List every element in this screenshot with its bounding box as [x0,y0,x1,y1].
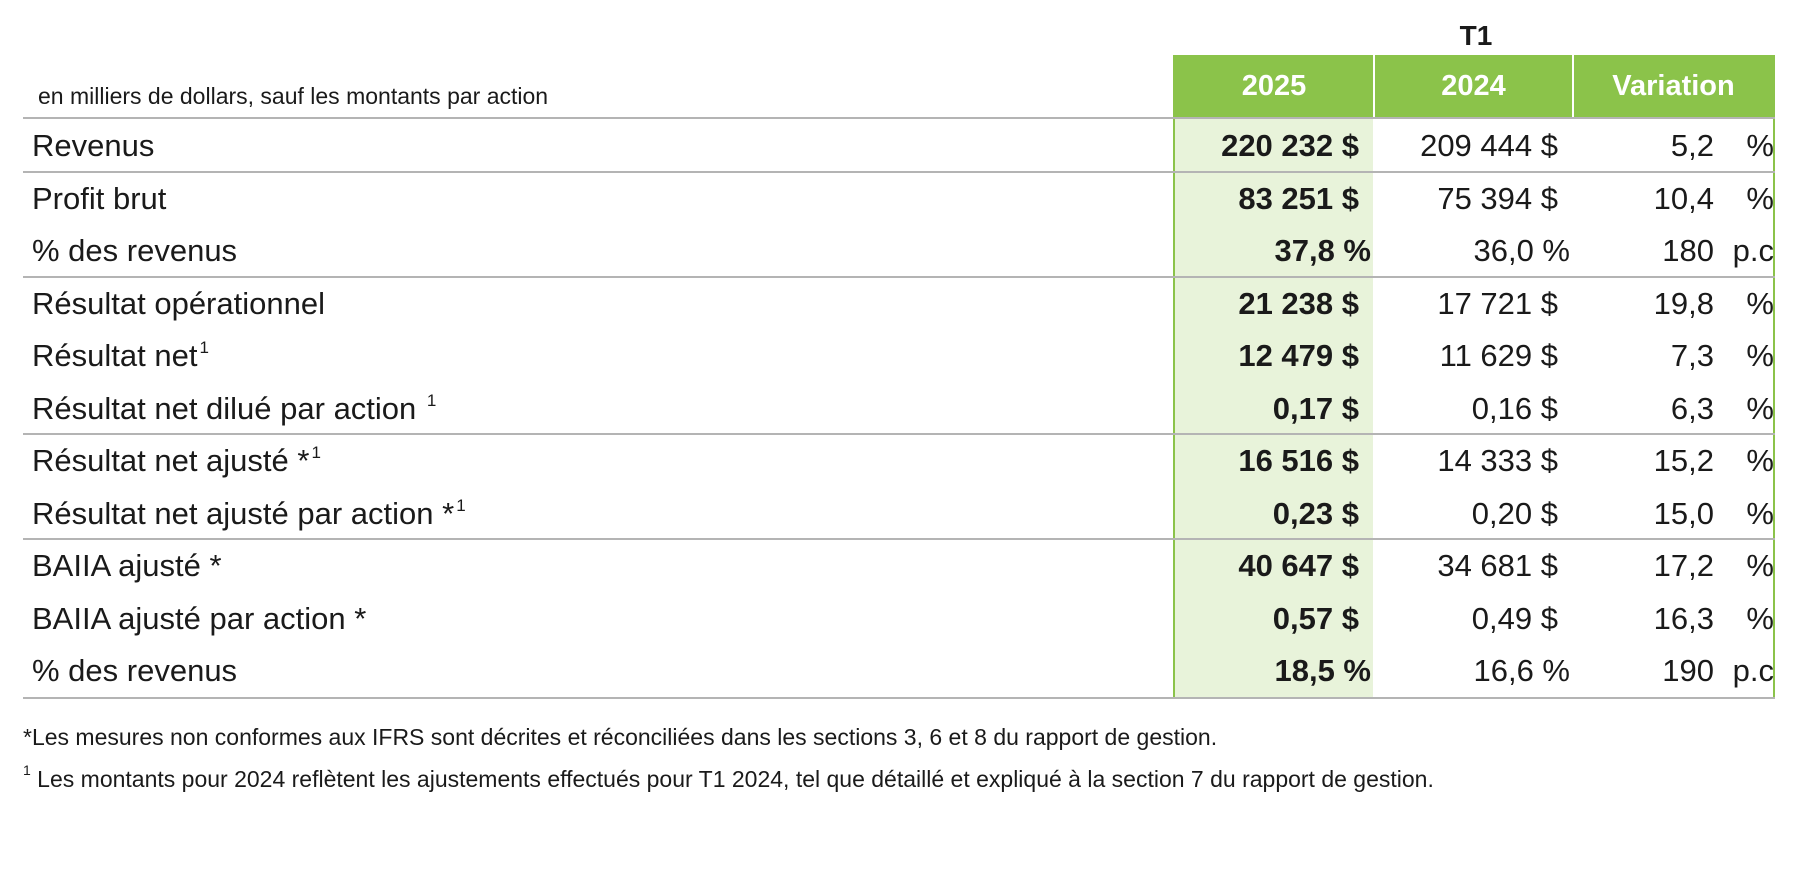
value-2025: 16 516 $ [1238,443,1359,478]
variation-value: 5,2 [1670,128,1714,163]
value-2025: 40 647 $ [1238,548,1359,583]
row-label-text: Profit brut [32,181,167,216]
value-2024: 0,20 $ [1471,496,1558,531]
footnote-star: *Les mesures non conformes aux IFRS sont… [23,724,1218,750]
period-heading: T1 [1459,20,1493,51]
value-2025: 0,23 $ [1272,496,1359,531]
row-label-text: Résultat net dilué par action [32,391,425,426]
row-label-text: Résultat net [32,338,198,373]
table-row: BAIIA ajusté par action * 0,57 $ 0,49 $ 16,… [0,592,1800,645]
row-label: BAIIA ajusté * [32,539,222,592]
row-separator [23,276,1775,278]
row-label-text: Résultat opérationnel [32,286,325,321]
variation-unit: % [1746,128,1774,163]
footnote-one-marker: 1 [23,762,31,778]
table-row: Profit brut 83 251 $ 75 394 $ 10,4% [0,172,1800,225]
variation-unit: % [1746,286,1774,321]
variation-value: 17,2 [1653,548,1714,583]
row-label: BAIIA ajusté par action * [32,592,366,645]
row-label: Résultat net dilué par action 1 [32,382,436,435]
value-2024: 36,0 % [1473,233,1570,268]
table-row: Résultat opérationnel 21 238 $ 17 721 $ 19,… [0,277,1800,330]
row-label: Résultat net ajusté par action * 1 [32,487,466,540]
column-header-2025: 2025 [1175,55,1373,117]
footnote-marker: 1 [426,391,437,410]
row-separator [23,697,1775,699]
variation-unit: % [1746,443,1774,478]
row-label: Résultat net 1 [32,329,209,382]
table-row: Résultat net 1 12 479 $ 11 629 $ 7,3% [0,329,1800,382]
row-label-text: % des revenus [32,233,238,268]
units-note: en milliers de dollars, sauf les montant… [38,83,549,109]
value-2024: 75 394 $ [1437,181,1558,216]
table-row: BAIIA ajusté * 40 647 $ 34 681 $ 17,2% [0,539,1800,592]
table-row: Revenus 220 232 $ 209 444 $ 5,2% [0,119,1800,172]
header-rule [23,117,1775,119]
variation-unit: % [1746,338,1774,373]
variation-unit: % [1746,548,1774,583]
row-separator [23,433,1775,435]
value-2024: 209 444 $ [1420,128,1558,163]
value-2025: 83 251 $ [1238,181,1359,216]
row-label-text: Résultat net ajusté * [32,443,310,478]
row-label-text: BAIIA ajusté * [32,548,222,583]
row-label: Résultat opérationnel [32,277,325,330]
value-2025: 18,5 % [1274,653,1371,688]
value-2025: 12 479 $ [1238,338,1359,373]
footnote-one-text: Les montants pour 2024 reflètent les aju… [30,766,1434,792]
row-separator [23,538,1775,540]
value-2024: 0,16 $ [1471,391,1558,426]
variation-value: 7,3 [1670,338,1714,373]
value-2025: 220 232 $ [1221,128,1359,163]
table-row: % des revenus 18,5 % 16,6 % 190 p.c [0,644,1800,697]
row-separator [23,171,1775,173]
value-2024: 0,49 $ [1471,601,1558,636]
variation-value: 15,2 [1653,443,1714,478]
value-2024: 14 333 $ [1437,443,1558,478]
footnote-marker: 1 [311,443,321,462]
row-label: Résultat net ajusté * 1 [32,434,321,487]
row-label: Revenus [32,119,154,172]
variation-unit: p.c [1732,653,1774,688]
value-2024: 16,6 % [1473,653,1570,688]
current-year-column-shading [1175,119,1373,697]
row-label: % des revenus [32,644,237,697]
footnote-marker: 1 [199,338,209,357]
column-header-2024: 2024 [1375,55,1572,117]
variation-value: 19,8 [1653,286,1714,321]
table-row: Résultat net ajusté * 1 16 516 $ 14 333 $ 15… [0,434,1800,487]
value-2024: 34 681 $ [1437,548,1558,583]
footnote-one: 1 Les montants pour 2024 reflètent les a… [23,762,1434,793]
variation-unit: % [1746,496,1774,531]
value-2024: 17 721 $ [1437,286,1558,321]
table-left-border [1173,55,1175,698]
row-label: % des revenus [32,224,237,277]
row-label-text: Résultat net ajusté par action * [32,496,455,531]
row-label: Profit brut [32,172,166,225]
table-row: % des revenus 37,8 % 36,0 % 180 p.c [0,224,1800,277]
variation-unit: % [1746,391,1774,426]
row-label-text: BAIIA ajusté par action * [32,601,367,636]
value-2025: 0,57 $ [1272,601,1359,636]
variation-value: 15,0 [1653,496,1714,531]
value-2024: 11 629 $ [1439,338,1558,373]
variation-unit: p.c [1732,233,1774,268]
row-label-text: Revenus [32,128,155,163]
variation-value: 10,4 [1653,181,1714,216]
value-2025: 0,17 $ [1272,391,1359,426]
variation-unit: % [1746,601,1774,636]
column-header-variation: Variation [1574,55,1773,117]
footnote-marker: 1 [456,496,466,515]
variation-value: 16,3 [1653,601,1714,636]
value-2025: 21 238 $ [1238,286,1359,321]
variation-value: 6,3 [1670,391,1714,426]
table-right-border [1773,55,1775,698]
variation-unit: % [1746,181,1774,216]
table-row: Résultat net ajusté par action * 1 0,23 $ 0… [0,487,1800,540]
variation-value: 190 [1662,653,1714,688]
value-2025: 37,8 % [1274,233,1371,268]
variation-value: 180 [1662,233,1714,268]
table-row: Résultat net dilué par action 1 0,17 $ 0,1… [0,382,1800,435]
row-label-text: % des revenus [32,653,238,688]
